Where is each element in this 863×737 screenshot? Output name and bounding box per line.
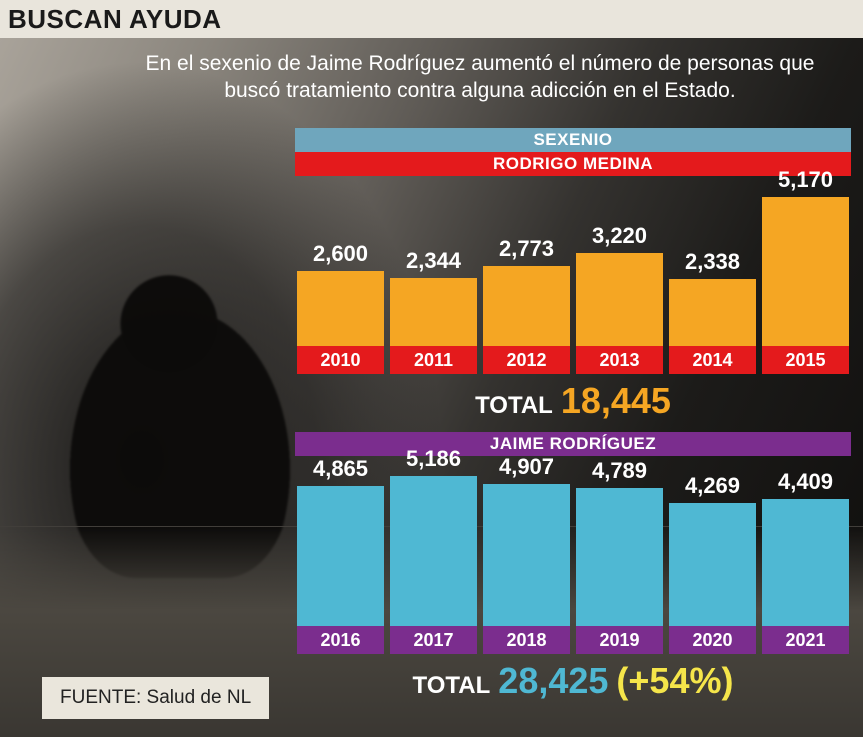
bar-rect	[576, 253, 663, 346]
bar-column: 4,789	[576, 458, 663, 626]
bar-column: 5,186	[390, 446, 477, 626]
total-label: TOTAL	[413, 672, 491, 699]
bar-rect	[297, 271, 384, 346]
bar-column: 4,269	[669, 473, 756, 626]
bar-value-label: 2,773	[499, 236, 554, 262]
bar-area: 4,8655,1864,9074,7894,2694,409	[295, 456, 851, 626]
bar-column: 2,338	[669, 249, 756, 346]
sexenio-label: SEXENIO	[533, 130, 612, 149]
bar-column: 3,220	[576, 223, 663, 346]
year-cell: 2011	[390, 346, 477, 374]
bar-rect	[669, 503, 756, 626]
year-cell: 2017	[390, 626, 477, 654]
bar-rect	[576, 488, 663, 626]
total-value: 28,425	[498, 660, 608, 701]
bar-value-label: 4,907	[499, 454, 554, 480]
headline: BUSCAN AYUDA	[8, 4, 222, 35]
source-box: FUENTE: Salud de NL	[42, 677, 269, 719]
year-cell: 2012	[483, 346, 570, 374]
year-cell: 2014	[669, 346, 756, 374]
year-row: 201620172018201920202021	[295, 626, 851, 654]
bar-column: 4,865	[297, 456, 384, 626]
bar-rect	[762, 499, 849, 626]
bar-column: 4,409	[762, 469, 849, 626]
total-label: TOTAL	[475, 392, 553, 419]
title-bar: BUSCAN AYUDA	[0, 0, 863, 38]
bar-column: 2,600	[297, 241, 384, 346]
year-cell: 2015	[762, 346, 849, 374]
year-cell: 2016	[297, 626, 384, 654]
total-line: TOTAL 28,425(+54%)	[295, 660, 851, 702]
bar-value-label: 5,186	[406, 446, 461, 472]
bar-value-label: 2,600	[313, 241, 368, 267]
total-value: 18,445	[561, 380, 671, 421]
bar-value-label: 4,409	[778, 469, 833, 495]
bar-value-label: 2,338	[685, 249, 740, 275]
subtitle: En el sexenio de Jaime Rodríguez aumentó…	[130, 50, 830, 105]
bar-value-label: 4,865	[313, 456, 368, 482]
bar-value-label: 3,220	[592, 223, 647, 249]
year-cell: 2018	[483, 626, 570, 654]
bar-rect	[483, 484, 570, 626]
bar-column: 5,170	[762, 167, 849, 346]
charts-container: SEXENIO RODRIGO MEDINA2,6002,3442,7733,2…	[295, 128, 851, 712]
bar-rect	[297, 486, 384, 626]
bar-value-label: 5,170	[778, 167, 833, 193]
sexenio-band: SEXENIO	[295, 128, 851, 152]
bar-value-label: 4,789	[592, 458, 647, 484]
year-cell: 2013	[576, 346, 663, 374]
year-row: 201020112012201320142015	[295, 346, 851, 374]
bar-column: 2,773	[483, 236, 570, 346]
year-cell: 2021	[762, 626, 849, 654]
bar-rect	[390, 278, 477, 346]
bar-area: 2,6002,3442,7733,2202,3385,170	[295, 176, 851, 346]
bar-rect	[762, 197, 849, 346]
year-cell: 2010	[297, 346, 384, 374]
bar-column: 2,344	[390, 248, 477, 346]
bar-rect	[669, 279, 756, 346]
source-label: FUENTE: Salud de NL	[60, 687, 251, 708]
total-line: TOTAL 18,445	[295, 380, 851, 422]
total-delta: (+54%)	[616, 660, 733, 701]
bar-value-label: 4,269	[685, 473, 740, 499]
period-band: JAIME RODRÍGUEZ	[295, 432, 851, 456]
bar-value-label: 2,344	[406, 248, 461, 274]
year-cell: 2020	[669, 626, 756, 654]
bar-rect	[483, 266, 570, 346]
bar-column: 4,907	[483, 454, 570, 626]
year-cell: 2019	[576, 626, 663, 654]
bar-rect	[390, 476, 477, 626]
